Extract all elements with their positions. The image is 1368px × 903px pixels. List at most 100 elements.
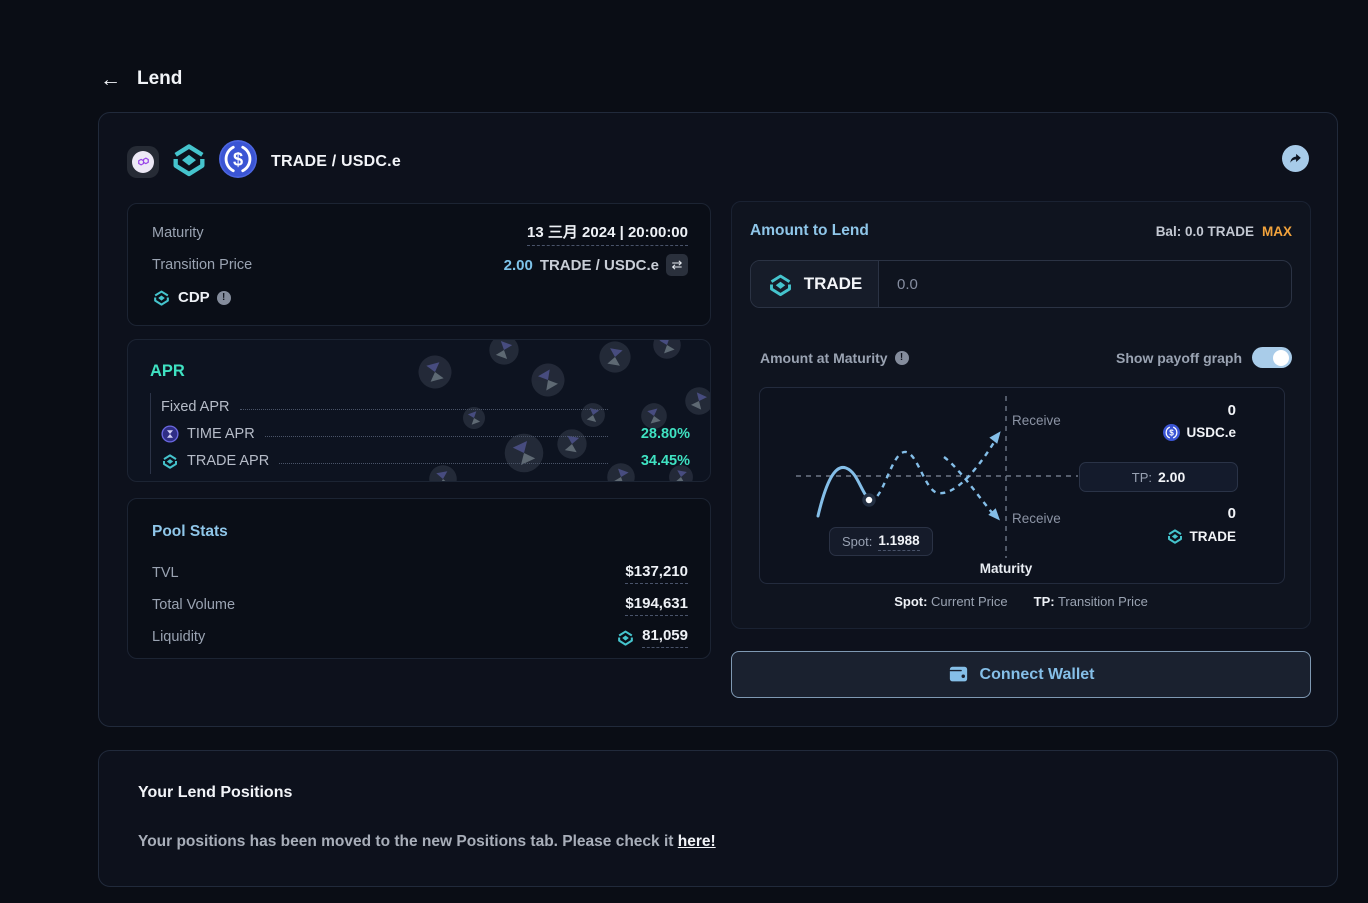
trade-apr-value: 34.45%: [640, 452, 690, 469]
connect-wallet-button[interactable]: Connect Wallet: [731, 651, 1311, 698]
balance-value: 0.0 TRADE: [1184, 223, 1254, 239]
pool-stats-title: Pool Stats: [152, 523, 228, 540]
share-icon: [1290, 153, 1301, 163]
token-selector[interactable]: TRADE: [751, 261, 879, 307]
transition-price-label: Transition Price: [152, 257, 253, 273]
lend-positions-card: Your Lend Positions Your positions has b…: [98, 750, 1338, 887]
time-apr-value: 28.80%: [640, 425, 690, 442]
tvl-row: TVL $137,210: [152, 557, 688, 589]
svg-text:$: $: [1170, 428, 1175, 437]
maturity-label: Maturity: [152, 225, 204, 241]
tvl-label: TVL: [152, 565, 179, 581]
spot-badge-value: 1.1988: [878, 533, 920, 551]
max-button[interactable]: MAX: [1262, 223, 1292, 239]
connect-wallet-label: Connect Wallet: [979, 665, 1095, 683]
time-apr-label: TIME APR: [187, 425, 255, 442]
spot-badge-label: Spot:: [842, 534, 873, 549]
polygon-chain-icon: [127, 145, 159, 178]
back-arrow-icon[interactable]: ←: [100, 67, 121, 91]
receive-lower-label: Receive: [1012, 511, 1061, 526]
wallet-icon: [948, 666, 967, 682]
page-header: ← Lend: [100, 68, 182, 90]
trade-token-icon-small: [618, 630, 633, 646]
transition-price-value: 2.00: [503, 256, 533, 274]
receive-usdc-amount: 0: [1227, 402, 1236, 419]
maturity-row: Maturity 13 三月 2024 | 20:00:00: [152, 224, 688, 246]
pool-pair-title: TRADE / USDC.e: [271, 152, 401, 170]
amount-at-maturity-info-icon[interactable]: !: [894, 350, 909, 365]
total-volume-row: Total Volume $194,631: [152, 589, 688, 621]
receive-trade-stack: 0 TRADE: [1166, 505, 1237, 545]
liquidity-row: Liquidity 81,059: [152, 621, 688, 653]
cdp-info-icon[interactable]: !: [216, 290, 231, 305]
page-title: Lend: [137, 68, 183, 89]
swap-icon: ⇄: [671, 257, 683, 272]
transition-price-row: Transition Price 2.00 TRADE / USDC.e ⇄: [152, 254, 688, 276]
receive-usdc-token: USDC.e: [1186, 425, 1236, 440]
maturity-value: 13 三月 2024 | 20:00:00: [527, 221, 688, 246]
payoff-graph-toggle[interactable]: [1252, 347, 1292, 368]
total-volume-label: Total Volume: [152, 597, 236, 613]
svg-text:$: $: [233, 149, 243, 169]
pool-stats-card: Pool Stats TVL $137,210 Total Volume $19…: [127, 498, 711, 659]
receive-upper-label: Receive: [1012, 413, 1061, 428]
share-button[interactable]: [1282, 145, 1309, 172]
pool-header: $ TRADE / USDC.e: [127, 139, 401, 184]
trade-token-icon: [169, 139, 209, 184]
amount-input-row: TRADE: [750, 260, 1292, 308]
liquidity-value: 81,059: [642, 627, 688, 648]
token-selector-label: TRADE: [803, 274, 863, 293]
tp-badge-value: 2.00: [1157, 469, 1186, 485]
show-payoff-label: Show payoff graph: [1116, 349, 1242, 366]
trade-token-icon-small: [163, 453, 177, 469]
receive-trade-token: TRADE: [1189, 528, 1237, 544]
liquidity-label: Liquidity: [152, 629, 206, 645]
tp-badge: TP: 2.00: [1079, 462, 1238, 492]
receive-usdc-stack: 0 $ USDC.e: [1163, 402, 1236, 441]
time-hourglass-icon: [161, 424, 179, 443]
lend-positions-title: Your Lend Positions: [138, 784, 293, 801]
total-volume-value: $194,631: [625, 595, 688, 616]
maturity-card: Maturity 13 三月 2024 | 20:00:00 Transitio…: [127, 203, 711, 326]
trade-apr-label: TRADE APR: [187, 452, 270, 469]
hourglass-coin-decoration: [648, 340, 686, 364]
lend-panel: Amount to Lend Bal: 0.0 TRADE MAX TRADE …: [731, 201, 1311, 629]
trade-token-icon-small: [1167, 529, 1182, 544]
trade-token-icon: [769, 274, 791, 296]
cdp-label: CDP: [178, 289, 210, 306]
fixed-apr-label: Fixed APR: [161, 398, 230, 415]
amount-at-maturity-label: Amount at Maturity: [760, 349, 888, 366]
positions-message-text: Your positions has been moved to the new…: [138, 833, 678, 850]
swap-pair-button[interactable]: ⇄: [666, 254, 688, 276]
amount-input[interactable]: [879, 261, 1291, 307]
balance-label: Bal:: [1155, 223, 1182, 239]
legend-tp-desc: Transition Price: [1057, 594, 1148, 609]
apr-card: APR Fixed APR TIME APR 28.80%: [127, 339, 711, 482]
pool-card: $ TRADE / USDC.e Maturity 13 三月 2024 | 2…: [98, 112, 1338, 727]
fixed-apr-row: Fixed APR: [161, 393, 690, 420]
legend-spot-desc: Current Price: [931, 594, 1008, 609]
payoff-graph: Receive Receive 0 $ USDC.e 0 TRADE: [759, 387, 1285, 584]
maturity-axis-label: Maturity: [979, 561, 1033, 576]
tvl-value: $137,210: [625, 563, 688, 584]
receive-trade-amount: 0: [1227, 505, 1236, 522]
trade-apr-row: TRADE APR 34.45%: [161, 447, 690, 474]
amount-to-lend-title: Amount to Lend: [750, 222, 869, 239]
legend-spot-term: Spot:: [894, 594, 928, 609]
usdc-token-icon-small: $: [1163, 424, 1181, 441]
usdc-token-icon: $: [219, 140, 257, 183]
tp-badge-label: TP:: [1131, 469, 1152, 485]
trade-token-icon-small: [154, 290, 169, 306]
lend-positions-message: Your positions has been moved to the new…: [138, 833, 1298, 851]
cdp-row: CDP !: [152, 288, 688, 307]
transition-price-pair: TRADE / USDC.e: [539, 256, 659, 274]
spot-badge: Spot: 1.1988: [829, 527, 933, 556]
graph-legend: Spot: Current Price TP: Transition Price: [732, 594, 1310, 609]
toggle-knob: [1273, 349, 1289, 366]
positions-here-link[interactable]: here!: [677, 833, 716, 850]
apr-title: APR: [150, 362, 185, 380]
payoff-curve-plot: [796, 396, 1078, 558]
time-apr-row: TIME APR 28.80%: [161, 420, 690, 447]
legend-tp-term: TP:: [1033, 594, 1055, 609]
